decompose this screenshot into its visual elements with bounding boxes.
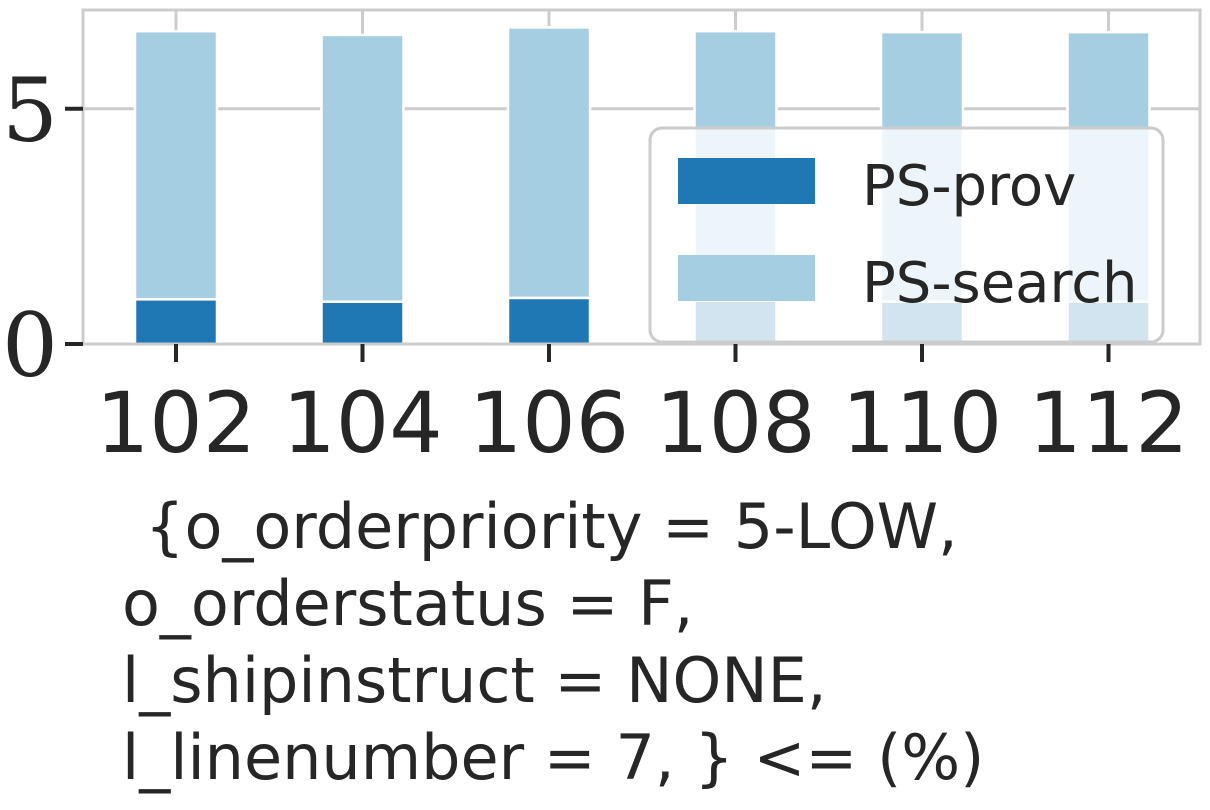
x-axis-label-line-1: {o_orderpriority = 5-LOW, <box>145 490 958 563</box>
x-tick-label-110: 110 <box>842 374 1002 472</box>
legend-swatch-ps-search <box>678 255 815 301</box>
x-tick-label-106: 106 <box>469 374 629 472</box>
bar-ps-prov-104 <box>320 300 405 346</box>
legend-label-ps-prov: PS-prov <box>862 154 1076 219</box>
x-axis-label-line-3: l_shipinstruct = NONE, <box>122 644 827 717</box>
ticks-layer: 102 104 106 108 110 112 0 5 <box>2 59 1189 472</box>
x-tick-label-102: 102 <box>96 374 256 472</box>
x-axis-label: {o_orderpriority = 5-LOW, o_orderstatus … <box>122 490 984 794</box>
x-tick-label-108: 108 <box>655 374 815 472</box>
bar-ps-prov-106 <box>506 296 592 346</box>
y-tick-label-5: 5 <box>2 59 58 162</box>
bar-ps-search-106 <box>506 26 592 300</box>
y-tick-label-0: 0 <box>2 294 58 397</box>
plot-frame <box>81 8 1202 346</box>
x-tick-label-112: 112 <box>1028 374 1188 472</box>
bar-ps-prov-102 <box>133 298 219 346</box>
legend: PS-prov PS-search <box>648 126 1165 344</box>
bar-ps-search-102 <box>133 29 219 301</box>
legend-label-ps-search: PS-search <box>862 251 1138 316</box>
bar-ps-search-104 <box>320 33 405 303</box>
x-axis-label-line-4: l_linenumber = 7, } <= (%) <box>122 721 984 794</box>
x-tick-label-104: 104 <box>282 374 442 472</box>
x-axis-label-line-2: o_orderstatus = F, <box>122 567 694 640</box>
legend-swatch-ps-prov <box>678 158 815 204</box>
